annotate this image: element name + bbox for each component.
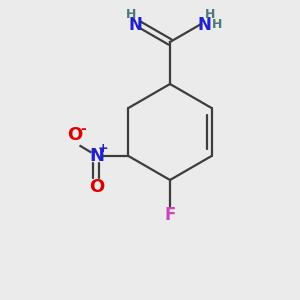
Text: N: N: [129, 16, 143, 34]
Text: O: O: [89, 178, 104, 196]
Text: H: H: [212, 19, 222, 32]
Text: F: F: [164, 206, 176, 224]
Text: H: H: [205, 8, 215, 20]
Text: O: O: [67, 126, 82, 144]
Text: N: N: [197, 16, 211, 34]
Text: H: H: [126, 8, 136, 20]
Text: N: N: [89, 147, 104, 165]
Text: +: +: [98, 142, 109, 154]
Text: -: -: [81, 122, 86, 136]
